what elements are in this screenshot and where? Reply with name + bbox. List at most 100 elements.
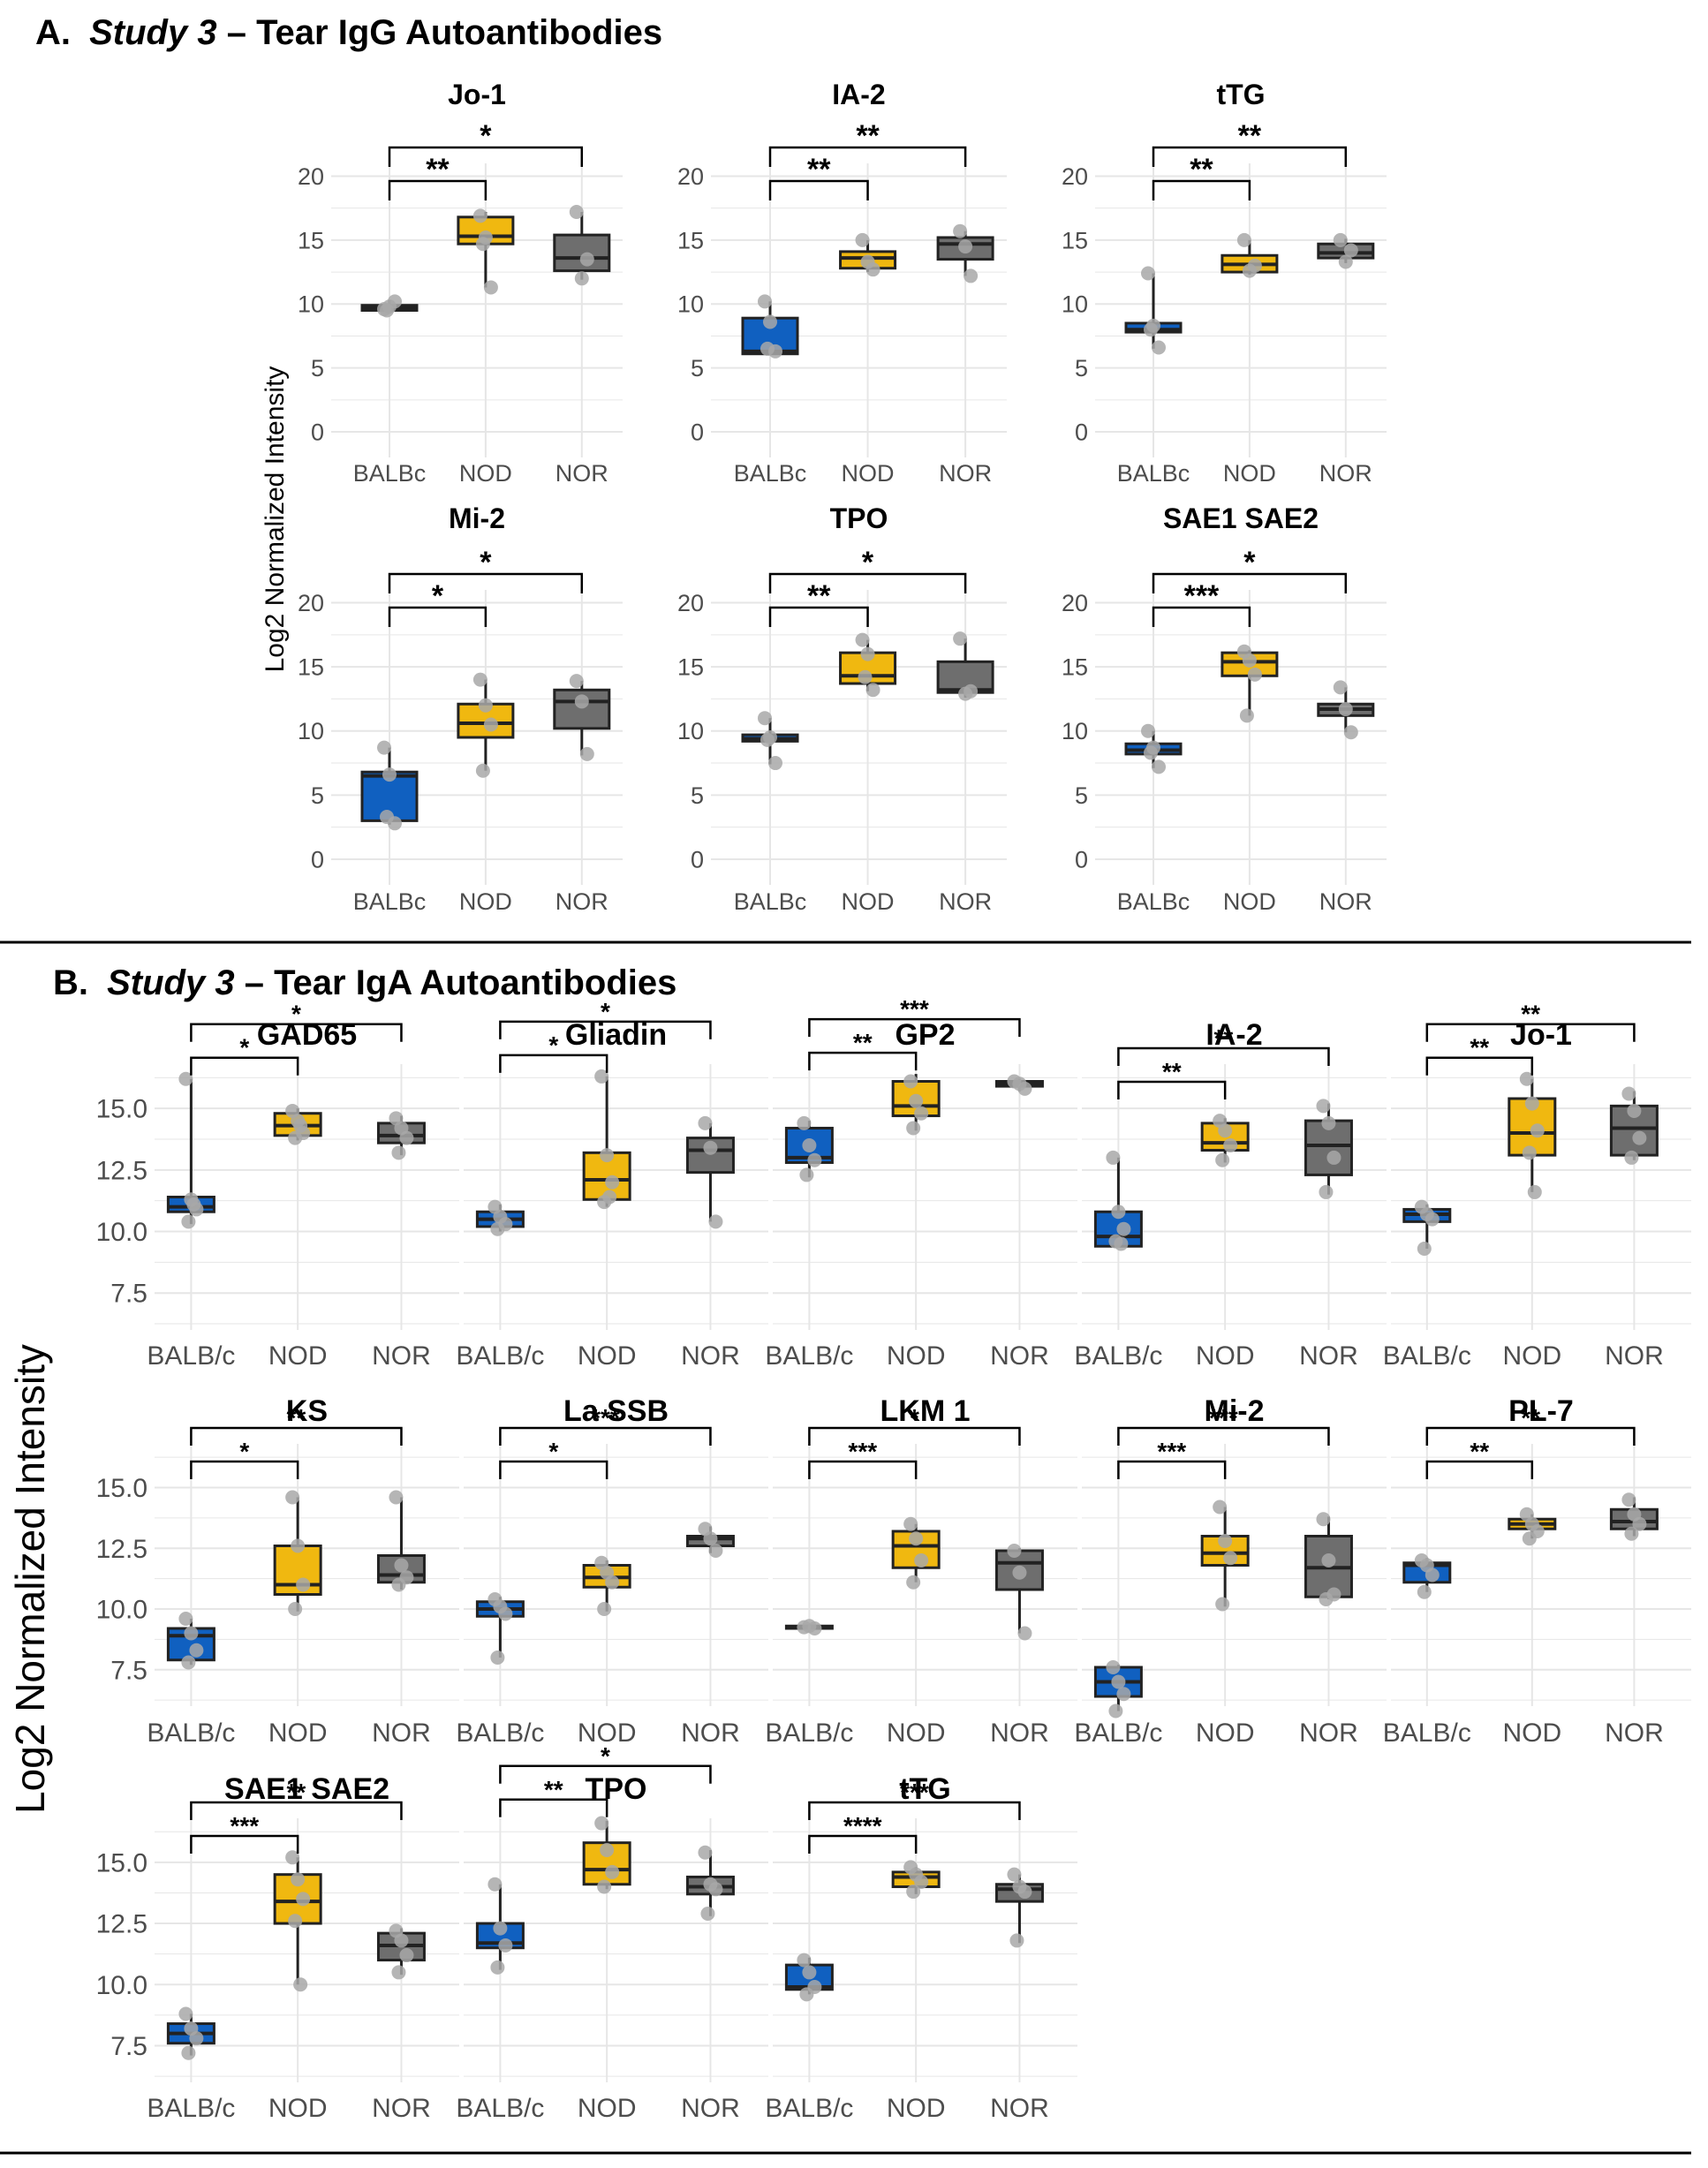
significance-bracket xyxy=(388,606,487,627)
y-tick-label: 12.5 xyxy=(96,1910,147,1939)
data-point xyxy=(181,1214,196,1229)
x-tick-label: BALBc xyxy=(353,888,427,915)
x-tick-label: NOR xyxy=(372,1341,431,1371)
significance-stars: ** xyxy=(426,153,450,186)
panel-title: Mi-2 xyxy=(1205,1394,1265,1428)
significance-stars: **** xyxy=(843,1812,882,1839)
data-point xyxy=(953,223,968,238)
significance-stars: ** xyxy=(287,1779,306,1806)
significance-stars: ** xyxy=(1470,1034,1489,1061)
data-point xyxy=(291,1872,306,1887)
panel-title: La SSB xyxy=(563,1394,669,1428)
data-point xyxy=(380,810,394,825)
significance-stars: ** xyxy=(544,1776,563,1803)
y-tick-label: 20 xyxy=(1062,163,1088,190)
x-tick-label: NOD xyxy=(1502,1719,1561,1748)
y-tick-label: 7.5 xyxy=(110,1280,147,1309)
significance-bracket xyxy=(388,572,584,593)
y-tick-label: 10.0 xyxy=(96,1218,147,1247)
data-point xyxy=(914,1553,929,1567)
panel-mi-2: Mi-2 BALB/c NOD NOR *** *** xyxy=(1074,1394,1387,1748)
x-tick-label: BALB/c xyxy=(456,1341,544,1371)
y-tick-label: 20 xyxy=(298,163,324,190)
panel-title: TPO xyxy=(830,502,888,534)
data-point xyxy=(1218,1534,1233,1548)
data-point xyxy=(1522,1531,1537,1546)
x-tick-label: NOR xyxy=(1319,888,1372,915)
data-point xyxy=(600,1842,615,1857)
data-point xyxy=(1116,1221,1131,1236)
significance-bracket xyxy=(388,179,487,200)
data-point xyxy=(490,1651,505,1665)
panel-pl-7: PL-7 BALB/c NOD NOR ** ** xyxy=(1383,1394,1691,1748)
data-point xyxy=(914,1874,929,1889)
x-tick-label: NOR xyxy=(681,1341,740,1371)
x-tick-label: NOR xyxy=(939,460,992,487)
x-tick-label: NOR xyxy=(1319,460,1372,487)
data-point xyxy=(1247,667,1262,682)
data-point xyxy=(1321,1115,1336,1130)
data-point xyxy=(698,1115,713,1130)
x-tick-label: NOR xyxy=(1605,1341,1664,1371)
significance-bracket xyxy=(190,1834,299,1854)
data-point xyxy=(1425,1567,1440,1583)
data-point xyxy=(964,268,979,283)
panel-gliadin: Gliadin BALB/c NOD NOR * * xyxy=(456,998,768,1371)
data-point xyxy=(288,1914,303,1929)
data-point xyxy=(181,1655,196,1670)
data-point xyxy=(483,280,498,295)
x-tick-label: BALB/c xyxy=(765,1719,853,1748)
x-tick-label: NOD xyxy=(268,1341,328,1371)
section-a-title: A. Study 3 – Tear IgG Autoantibodies xyxy=(35,13,662,52)
panel-mi-2: 0 5 10 15 20 Mi-2 BALBc NOD NOR * * xyxy=(298,502,623,915)
section-a-study: Study 3 xyxy=(89,13,216,52)
significance-stars: * xyxy=(862,546,874,579)
data-point xyxy=(1141,266,1155,281)
data-point xyxy=(1144,322,1158,337)
data-point xyxy=(1106,1660,1121,1674)
data-point xyxy=(964,684,979,699)
significance-stars: * xyxy=(1243,546,1256,579)
data-point xyxy=(1239,708,1254,723)
significance-bracket xyxy=(1152,606,1251,627)
data-point xyxy=(855,632,870,647)
y-tick-label: 0 xyxy=(1075,846,1088,872)
significance-stars: * xyxy=(432,579,444,613)
data-point xyxy=(478,698,493,713)
x-tick-label: NOR xyxy=(1299,1341,1358,1371)
data-point xyxy=(1624,1526,1639,1541)
significance-bracket xyxy=(808,1017,1021,1038)
significance-stars: * xyxy=(480,119,492,153)
x-tick-label: BALB/c xyxy=(147,2094,235,2123)
significance-stars: *** xyxy=(591,1404,620,1431)
y-tick-label: 15 xyxy=(298,654,324,681)
y-tick-label: 20 xyxy=(298,590,324,616)
data-point xyxy=(1108,1703,1123,1719)
significance-bracket xyxy=(1117,1080,1227,1099)
data-point xyxy=(906,1575,921,1590)
data-point xyxy=(1522,1145,1537,1160)
data-point xyxy=(493,1921,508,1936)
data-point xyxy=(483,717,498,732)
x-tick-label: NOD xyxy=(268,2094,328,2123)
y-tick-label: 5 xyxy=(1075,782,1088,809)
section-b-study: Study 3 xyxy=(107,963,234,1002)
section-b-ylabel: Log2 Normalized Intensity xyxy=(7,1344,53,1814)
significance-stars: ** xyxy=(807,153,831,186)
x-tick-label: BALBc xyxy=(1117,460,1190,487)
significance-bracket xyxy=(1425,1426,1636,1446)
data-point xyxy=(1111,1205,1126,1220)
x-tick-label: NOD xyxy=(1223,888,1276,915)
y-tick-label: 7.5 xyxy=(110,1656,147,1685)
data-point xyxy=(1343,725,1358,740)
panel-title: Mi-2 xyxy=(449,502,505,534)
data-point xyxy=(1242,653,1257,668)
y-tick-label: 10 xyxy=(677,718,704,744)
data-point xyxy=(708,1544,723,1558)
data-point xyxy=(498,1938,513,1953)
data-point xyxy=(380,303,394,318)
data-point xyxy=(1116,1687,1131,1702)
data-point xyxy=(1338,254,1353,269)
